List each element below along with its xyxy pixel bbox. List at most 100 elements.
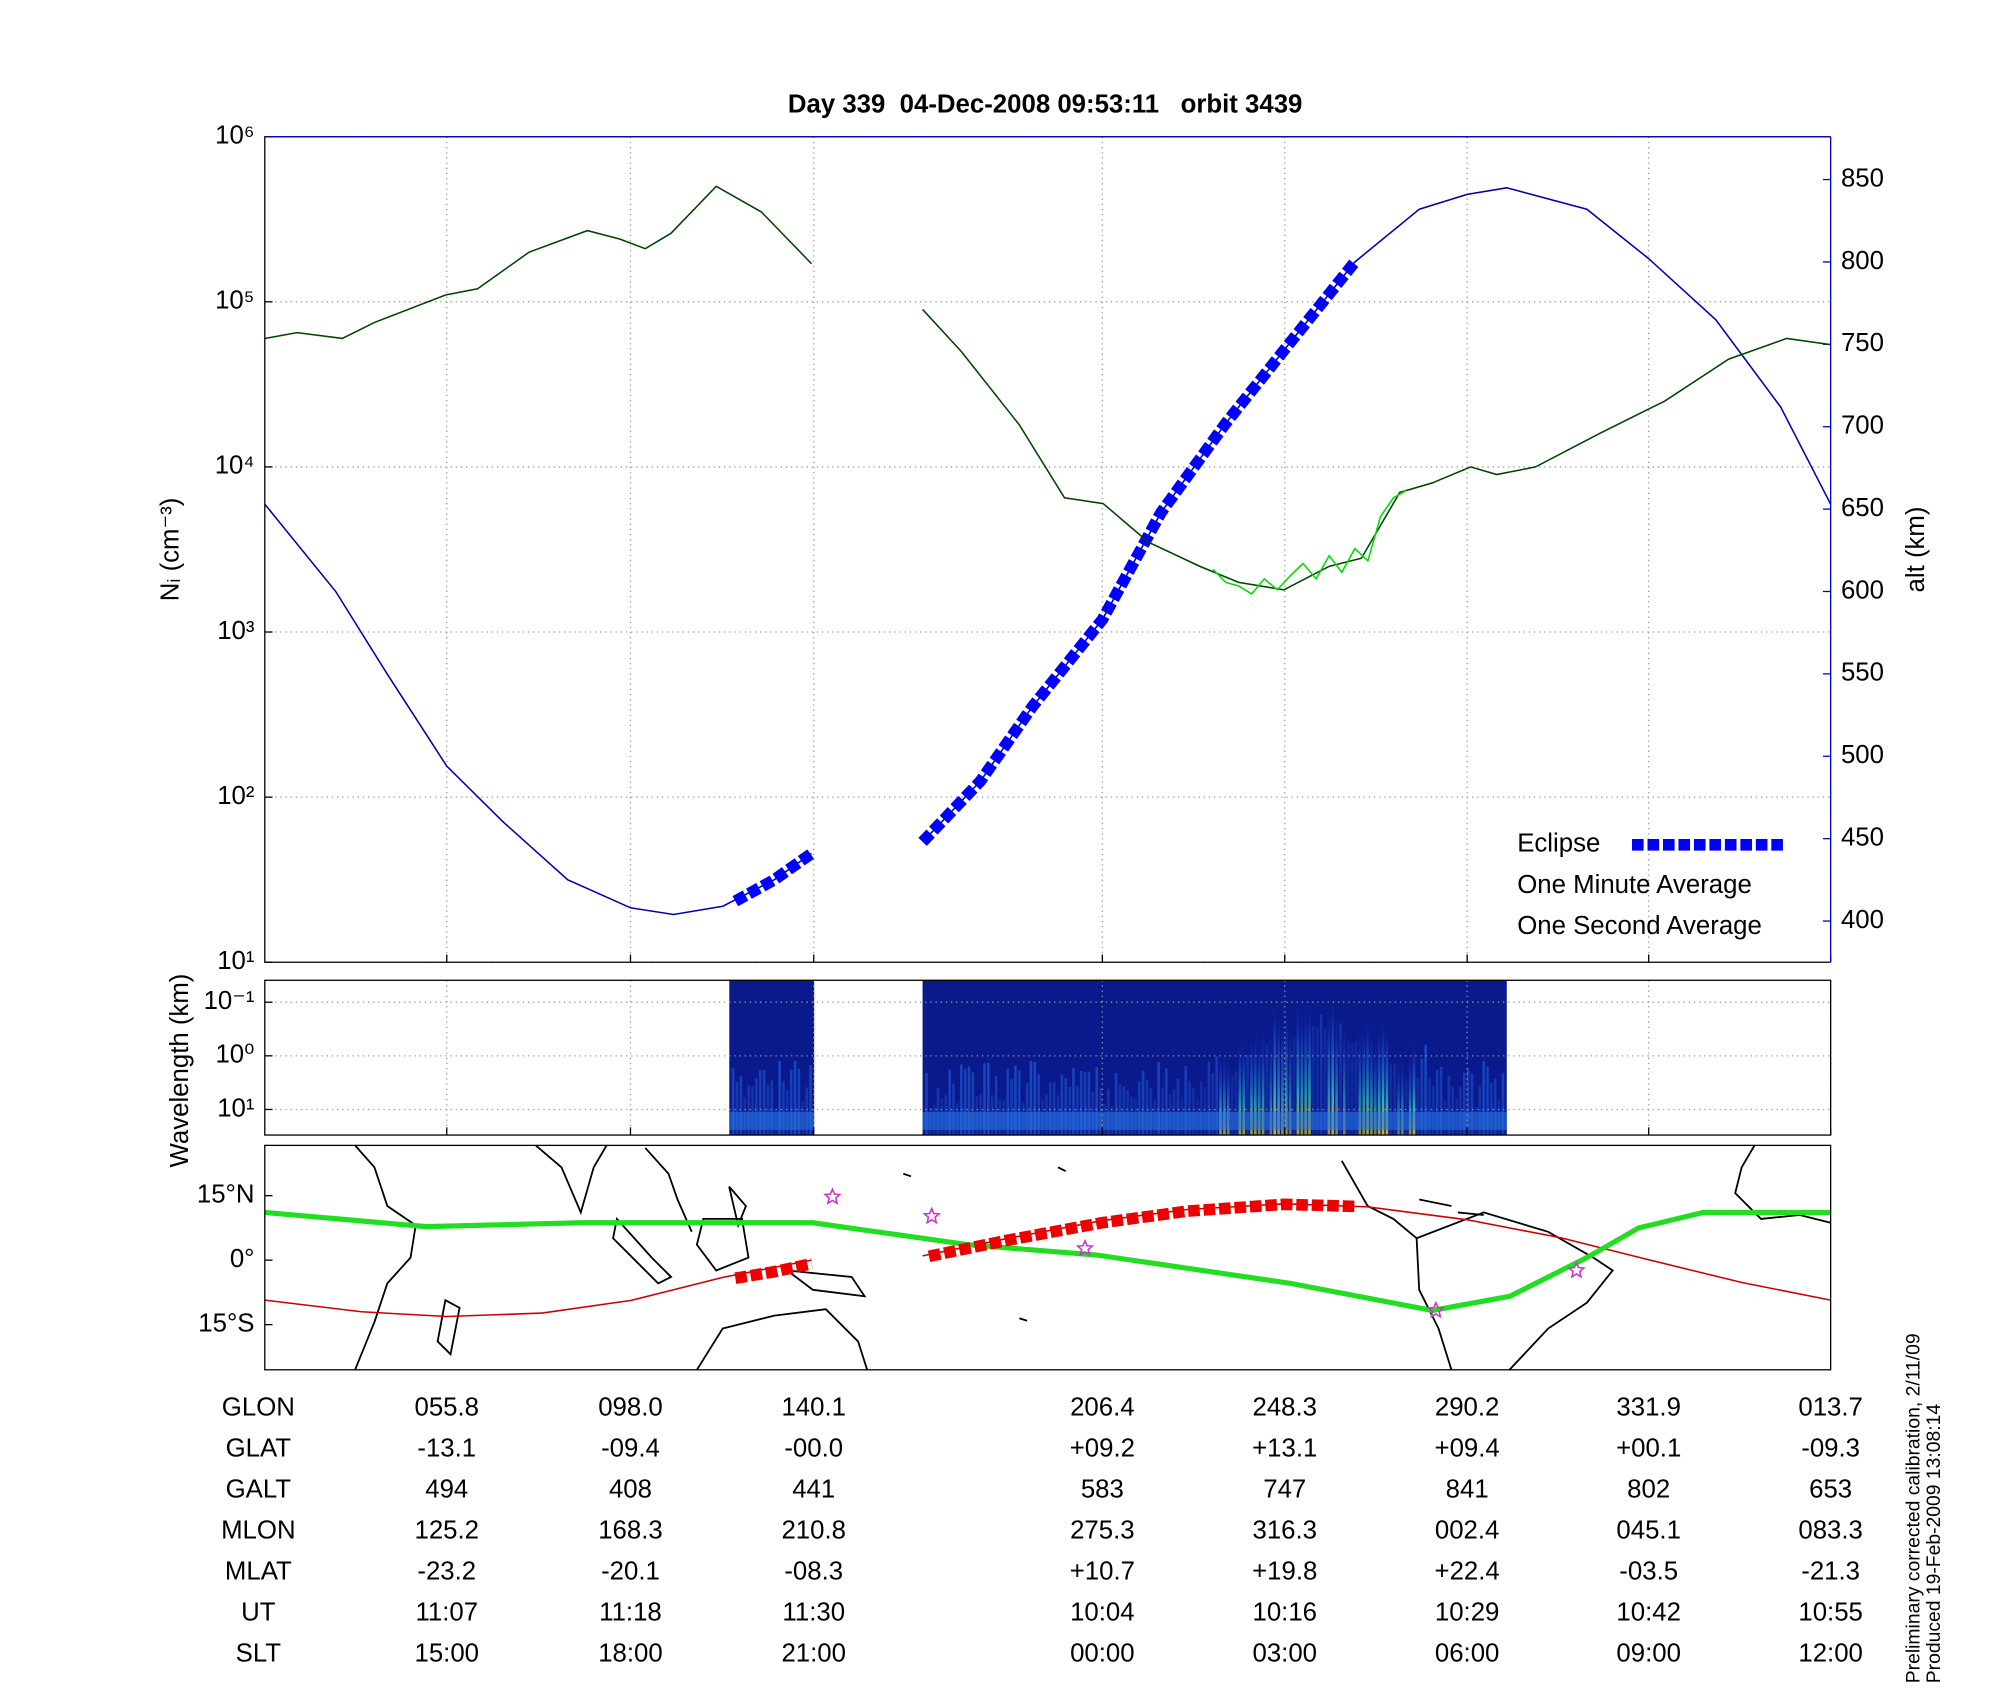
coastline (644, 1147, 693, 1233)
spectrogram-texture (1199, 1081, 1203, 1136)
cell: -03.5 (1619, 1557, 1678, 1585)
spectrogram-texture (1366, 1012, 1369, 1136)
y-tick-label: 10⁴ (215, 452, 255, 480)
cell: 248.3 (1252, 1393, 1317, 1421)
spectrogram-texture (1335, 1007, 1338, 1136)
cell: 494 (425, 1475, 468, 1503)
spectrogram-texture (1374, 1038, 1377, 1136)
star-marker (1426, 1300, 1446, 1319)
y2-tick-label: 550 (1841, 659, 1884, 687)
spectrogram-texture (1447, 1075, 1451, 1136)
spectrogram-texture (1157, 1062, 1160, 1136)
spectrogram-texture (747, 1085, 750, 1136)
spectrogram-texture (1141, 1070, 1145, 1136)
spectrogram-texture (1230, 1075, 1234, 1136)
spectrogram-texture (1285, 1004, 1288, 1136)
cell: 206.4 (1070, 1393, 1135, 1421)
spectrogram-texture (1470, 1073, 1474, 1136)
spectrogram-texture (994, 1075, 998, 1136)
y2-tick-label: 800 (1841, 247, 1884, 275)
spectrogram-texture (1018, 1070, 1021, 1136)
cell: 841 (1446, 1475, 1489, 1503)
spectrogram-texture (1095, 1066, 1098, 1136)
spectrogram-texture (1277, 1009, 1280, 1136)
spectrogram-texture (1010, 1078, 1013, 1136)
y2-tick-label: 650 (1841, 494, 1884, 522)
spectrogram-texture (739, 1075, 743, 1136)
cell: 10:55 (1798, 1598, 1863, 1626)
cell: 275.3 (1070, 1516, 1135, 1544)
star-marker (1567, 1260, 1586, 1279)
spectrogram-texture (1223, 1051, 1226, 1136)
spectrogram-texture (1327, 1000, 1331, 1136)
spectrogram-texture (1420, 1058, 1424, 1136)
cell: 11:18 (599, 1598, 662, 1626)
spectrogram-texture (797, 1068, 801, 1136)
spectrogram-texture (963, 1068, 967, 1136)
y2-tick-label: 850 (1841, 164, 1884, 192)
spectrogram-texture (1246, 1054, 1249, 1136)
row-label: MLON (221, 1516, 295, 1544)
coastline (1341, 1160, 1614, 1370)
spectrogram-texture (1037, 1074, 1040, 1136)
legend-label: One Second Average (1517, 912, 1762, 940)
y2-tick-label: 450 (1841, 823, 1884, 851)
spectrogram-texture (1281, 1012, 1284, 1136)
cell: 21:00 (781, 1639, 846, 1667)
spectrogram-texture (1354, 1042, 1358, 1136)
cell: 10:16 (1252, 1598, 1317, 1626)
spectrogram-texture (1319, 1014, 1323, 1136)
row-label: SLT (236, 1639, 282, 1667)
y-axis-title: Wavelength (km) (166, 974, 194, 1168)
spectrogram-texture (1188, 1080, 1191, 1136)
spectrogram-texture (1358, 1022, 1362, 1136)
cell: 002.4 (1435, 1516, 1500, 1544)
cell: -20.1 (601, 1557, 660, 1585)
coastline (535, 1145, 608, 1216)
spectrogram-texture (1052, 1082, 1056, 1136)
cell: 045.1 (1616, 1516, 1681, 1544)
spectrogram-texture (1493, 1078, 1497, 1136)
spectrogram-texture (1292, 1037, 1296, 1136)
y2-tick-label: 500 (1841, 741, 1884, 769)
cell: 013.7 (1798, 1393, 1863, 1421)
cell: 408 (609, 1475, 652, 1503)
spectrogram-texture (1451, 1087, 1454, 1136)
cell: 747 (1263, 1475, 1306, 1503)
spectrogram-texture (1261, 1024, 1265, 1136)
y2-axis-title: alt (km) (1902, 507, 1930, 593)
cell: 583 (1081, 1475, 1124, 1503)
spectrogram-texture (1385, 1021, 1389, 1136)
y2-tick-label: 600 (1841, 576, 1884, 604)
spectrogram-texture (793, 1061, 797, 1136)
spectrogram-texture (1389, 1064, 1393, 1136)
spectrogram-texture (925, 1072, 928, 1136)
spectrogram-texture (983, 1063, 986, 1136)
spectrogram-texture (1072, 1067, 1075, 1136)
cell: +10.7 (1070, 1557, 1135, 1585)
cell: 331.9 (1616, 1393, 1681, 1421)
spectrogram-texture (1408, 1051, 1412, 1136)
star-marker (1075, 1238, 1095, 1257)
chart-title: Day 339 04-Dec-2008 09:53:11 orbit 3439 (788, 91, 1303, 119)
cell: 10:42 (1616, 1598, 1681, 1626)
cell: 18:00 (598, 1639, 663, 1667)
footnote: Preliminary corrected calibration, 2/11/… (1903, 1333, 1925, 1683)
cell: +13.1 (1252, 1434, 1317, 1462)
cell: 11:30 (782, 1598, 845, 1626)
cell: 09:00 (1616, 1639, 1681, 1667)
cell: 210.8 (781, 1516, 846, 1544)
spectrogram-texture (1362, 1019, 1365, 1136)
spectrogram-texture (1269, 1031, 1273, 1136)
spectrogram-texture (1265, 1045, 1269, 1136)
axis-frame (264, 979, 1832, 1136)
spectrogram-texture (922, 1111, 1507, 1130)
spectrogram-texture (1029, 1060, 1033, 1136)
spectrogram-texture (1343, 1016, 1346, 1136)
spectrogram-texture (1250, 1030, 1253, 1136)
axis-frame (264, 1144, 1832, 1371)
spectrogram-texture (755, 1077, 758, 1136)
spectrogram-texture (1060, 1074, 1064, 1136)
